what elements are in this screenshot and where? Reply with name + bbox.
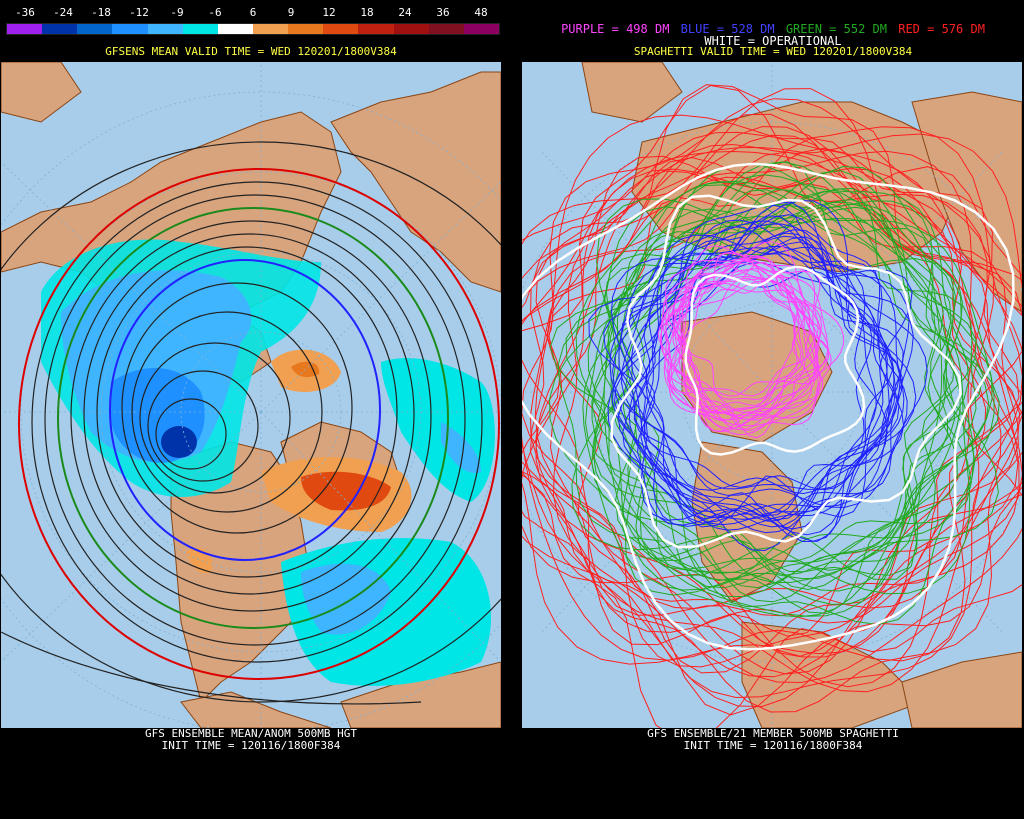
ensemble-member-contour (522, 150, 1002, 693)
ensemble-member-contour (622, 236, 890, 530)
ensemble-member-contour (614, 247, 908, 552)
ensemble-member-contour (522, 133, 1022, 665)
legend-swatch (463, 24, 499, 34)
legend-swatch (358, 24, 394, 34)
ensemble-member-contour (610, 199, 917, 520)
ensemble-member-contour (618, 201, 914, 543)
legend-labels: -36 -24 -18 -12 -9 -6 6 9 12 18 24 36 48 (6, 6, 500, 20)
ensemble-member-contour (659, 263, 819, 429)
anomaly-color-legend: -36 -24 -18 -12 -9 -6 6 9 12 18 24 36 48 (6, 6, 500, 36)
legend-swatch (393, 24, 429, 34)
legend-swatch (147, 24, 183, 34)
legend-swatch (112, 24, 148, 34)
ensemble-member-contour (603, 201, 990, 605)
ensemble-member-contour (673, 274, 824, 432)
legend-swatches (6, 23, 500, 35)
key-blue: BLUE = 528 DM (680, 22, 775, 36)
legend-label: 6 (249, 6, 257, 19)
ensemble-member-contour (591, 198, 948, 576)
legend-swatch (182, 24, 218, 34)
legend-label: -18 (91, 6, 111, 19)
mean-caption-line1: GFS ENSEMBLE MEAN/ANOM 500MB HGT (145, 727, 357, 740)
legend-label: 12 (322, 6, 336, 19)
ensemble-member-contour (588, 204, 913, 528)
ensemble-member-contour (549, 161, 956, 582)
ensemble-member-contour (668, 260, 830, 417)
legend-swatch (77, 24, 113, 34)
operational-contour (522, 162, 1015, 651)
legend-swatch (252, 24, 289, 34)
ensemble-member-contour (522, 84, 1022, 728)
ensemble-member-contour (557, 170, 976, 626)
legend-label: 9 (287, 6, 295, 19)
legend-swatch (323, 24, 359, 34)
ensemble-member-contour (630, 263, 888, 527)
legend-label: -9 (170, 6, 184, 19)
ensemble-member-contour (665, 258, 798, 397)
ensemble-member-contour (591, 163, 975, 574)
key-green: GREEN = 552 DM (785, 22, 887, 36)
ensemble-member-contour (535, 146, 1022, 658)
legend-label: 48 (474, 6, 488, 19)
spaghetti-caption-line1: GFS ENSEMBLE/21 MEMBER 500MB SPAGHETTI (647, 727, 899, 740)
ensemble-member-contour (522, 168, 1022, 610)
legend-swatch (288, 24, 324, 34)
key-red: RED = 576 DM (898, 22, 985, 36)
ensemble-member-contour (674, 282, 816, 431)
ensemble-member-contour (522, 88, 1022, 662)
ensemble-member-contour (529, 157, 1022, 658)
ensemble-member-contour (678, 257, 816, 397)
legend-label: 36 (436, 6, 450, 19)
legend-label: 18 (360, 6, 374, 19)
ensemble-member-contour (522, 113, 1021, 713)
ensemble-member-contour (643, 262, 877, 531)
spaghetti-contours (522, 84, 1022, 728)
ensemble-member-contour (522, 126, 1022, 699)
ensemble-mean-map (1, 62, 501, 728)
legend-label: -6 (208, 6, 222, 19)
ensemble-member-contour (522, 176, 988, 675)
legend-label: -36 (15, 6, 35, 19)
legend-swatch (217, 24, 253, 34)
legend-swatch (428, 24, 464, 34)
ensemble-member-contour (575, 181, 995, 618)
mean-caption-line2: INIT TIME = 120116/1800F384 (161, 739, 341, 752)
legend-swatch (42, 24, 78, 34)
ensemble-member-contour (535, 147, 987, 617)
operational-contour (610, 194, 962, 549)
key-purple: PURPLE = 498 DM (561, 22, 670, 36)
spaghetti-map (522, 62, 1022, 728)
legend-label: -24 (53, 6, 73, 19)
operational-key: WHITE = OPERATIONAL (704, 34, 842, 48)
spaghetti-caption-line2: INIT TIME = 120116/1800F384 (683, 739, 863, 752)
mean-valid-time-title: GFSENS MEAN VALID TIME = WED 120201/1800… (105, 45, 397, 58)
panel-divider (502, 0, 522, 819)
ensemble-member-contour (534, 114, 1022, 684)
height-contours (1, 141, 501, 705)
ensemble-member-contour (611, 220, 910, 536)
legend-swatch (7, 24, 43, 34)
operational-contour (684, 265, 866, 456)
ensemble-mean-panel: -36 -24 -18 -12 -9 -6 6 9 12 18 24 36 48 GFSENS MEAN… (0, 0, 502, 819)
ensemble-member-contour (607, 223, 895, 519)
ensemble-member-contour (604, 188, 977, 576)
ensemble-member-contour (584, 184, 958, 589)
spaghetti-valid-time-title: SPAGHETTI VALID TIME = WED 120201/1800V3… (633, 45, 913, 58)
legend-label: -12 (129, 6, 149, 19)
ensemble-member-contour (662, 260, 819, 408)
spaghetti-panel: PURPLE = 498 DM BLUE = 528 DM GREEN = 55… (522, 0, 1024, 819)
ensemble-member-contour (582, 161, 971, 595)
spaghetti-color-key: PURPLE = 498 DM BLUE = 528 DM GREEN = 55… (522, 22, 1024, 36)
graticule (1, 62, 501, 728)
ensemble-member-contour (645, 235, 873, 528)
ensemble-member-contour (522, 137, 1020, 646)
ensemble-member-contour (663, 278, 816, 436)
legend-label: 24 (398, 6, 412, 19)
ensemble-member-contour (605, 189, 984, 591)
